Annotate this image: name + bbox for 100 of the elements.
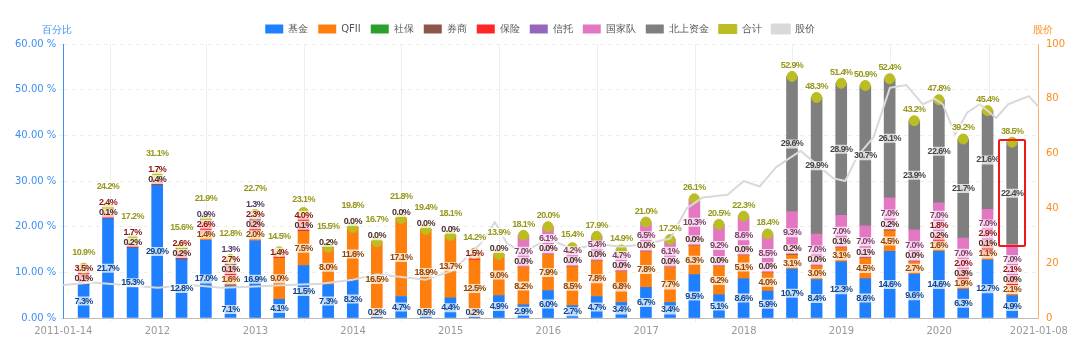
data-label: 4.5% [880, 235, 900, 246]
data-label: 29.0% [145, 246, 170, 257]
data-label: 14.2% [463, 232, 487, 243]
data-label: 8.2% [514, 280, 534, 291]
data-label: 23.9% [902, 169, 927, 180]
x-tick-label: 2018 [731, 324, 757, 336]
data-label: 52.4% [878, 62, 902, 73]
x-tick-label: 2020 [926, 324, 952, 336]
data-label: 21.0% [634, 205, 658, 216]
data-label: 4.5% [856, 262, 875, 273]
data-label: 12.7% [976, 283, 1000, 294]
data-label: 0.9% [196, 208, 216, 219]
data-label: 1.3% [246, 199, 265, 210]
data-label: 18.4% [756, 217, 780, 228]
data-label: 16.7% [365, 214, 389, 225]
x-tick-label: 2011-01-14 [34, 324, 93, 336]
data-label: 7.0% [1003, 254, 1022, 265]
data-label: 7.0% [832, 225, 851, 236]
y-tick-label: 10.00 % [15, 265, 57, 277]
data-label: 2.6% [196, 218, 216, 229]
data-label: 6.3% [954, 297, 973, 308]
data-label: 30.7% [854, 150, 878, 161]
data-label: 0.0% [514, 255, 534, 266]
x-tick-label: 2016 [535, 324, 562, 336]
data-label: 5.9% [758, 298, 778, 309]
data-label: 0.2% [367, 306, 387, 317]
data-label: 0.0% [343, 216, 363, 227]
data-label: 0.0% [660, 255, 680, 266]
data-label: 6.1% [660, 245, 680, 256]
data-label: 7.0% [905, 240, 924, 251]
data-label: 0.1% [856, 246, 875, 257]
data-label: 1.9% [954, 277, 973, 288]
data-label: 22.4% [1000, 187, 1025, 198]
data-label: 0.0% [758, 261, 778, 272]
data-label: 7.7% [660, 279, 680, 290]
data-label: 8.0% [319, 261, 338, 272]
data-label: 3.1% [832, 250, 851, 261]
y-axis-title: 百分比 [42, 23, 73, 35]
data-label: 18.1% [439, 207, 463, 218]
data-label: 0.4% [148, 174, 167, 185]
y2-tick-label: 80 [1045, 92, 1059, 104]
data-label: 21.7% [96, 262, 120, 273]
data-label: 51.4% [829, 66, 854, 77]
data-label: 50.9% [854, 69, 878, 80]
data-label: 2.9% [514, 305, 534, 316]
data-label: 9.6% [905, 290, 924, 301]
data-label: 5.1% [709, 300, 729, 311]
data-label: 4.7% [587, 301, 607, 312]
y2-tick-label: 40 [1045, 201, 1059, 213]
data-label: 24.2% [96, 181, 120, 192]
y2-tick-label: 60 [1045, 147, 1059, 159]
data-label: 4.9% [1003, 301, 1022, 312]
data-label: 29.6% [780, 138, 804, 149]
data-label: 0.0% [563, 255, 583, 266]
data-label: 1.7% [148, 164, 167, 175]
data-label: 2.6% [172, 238, 192, 249]
data-label: 22.7% [243, 183, 267, 194]
data-label: 2.0% [246, 229, 265, 240]
data-label: 0.1% [832, 236, 851, 247]
x-tick-label: 2019 [828, 324, 855, 336]
data-label: 12.5% [463, 283, 487, 294]
x-tick-label: 2017 [633, 324, 659, 336]
data-label: 0.0% [905, 250, 924, 261]
data-label: 9.0% [270, 273, 289, 284]
data-label: 7.8% [636, 264, 656, 275]
data-label: 0.2% [465, 306, 485, 317]
y-tick-label: 0.00 % [21, 311, 57, 323]
data-label: 10.7% [780, 287, 804, 298]
data-label: 48.3% [805, 80, 829, 91]
data-label: 15.3% [121, 277, 145, 288]
data-label: 22.6% [927, 145, 951, 156]
legend-label: 基金 [288, 22, 309, 34]
x-tick-label: 2014 [340, 324, 366, 336]
data-label: 18.1% [512, 218, 536, 229]
data-label: 7.0% [807, 244, 827, 255]
data-label: 1.8% [929, 219, 949, 230]
x-tick-label: 2013 [242, 324, 269, 336]
data-label: 0.0% [416, 217, 436, 228]
legend-label: 保险 [499, 22, 520, 34]
data-label: 14.9% [610, 233, 634, 244]
data-label: 4.4% [441, 302, 461, 313]
data-label: 7.3% [319, 295, 338, 306]
legend-label: 国家队 [605, 22, 636, 34]
data-label: 17.2% [121, 210, 145, 221]
y2-axis-title: 股价 [1032, 23, 1053, 35]
data-label: 6.7% [636, 296, 656, 307]
data-label: 8.5% [758, 247, 778, 258]
data-label: 0.0% [489, 243, 509, 254]
data-label: 7.5% [294, 242, 314, 253]
data-label: 31.1% [145, 148, 170, 159]
data-label: 6.3% [685, 254, 705, 265]
data-label: 0.2% [782, 243, 802, 254]
y-tick-label: 20.00 % [15, 220, 57, 232]
data-label: 52.9% [780, 59, 804, 70]
data-label: 4.1% [270, 302, 289, 313]
data-label: 14.6% [927, 278, 951, 289]
data-label: 7.0% [880, 208, 900, 219]
legend-label: 北上资金 [668, 22, 709, 34]
data-label: 0.1% [98, 207, 118, 218]
data-label: 7.0% [954, 247, 973, 258]
